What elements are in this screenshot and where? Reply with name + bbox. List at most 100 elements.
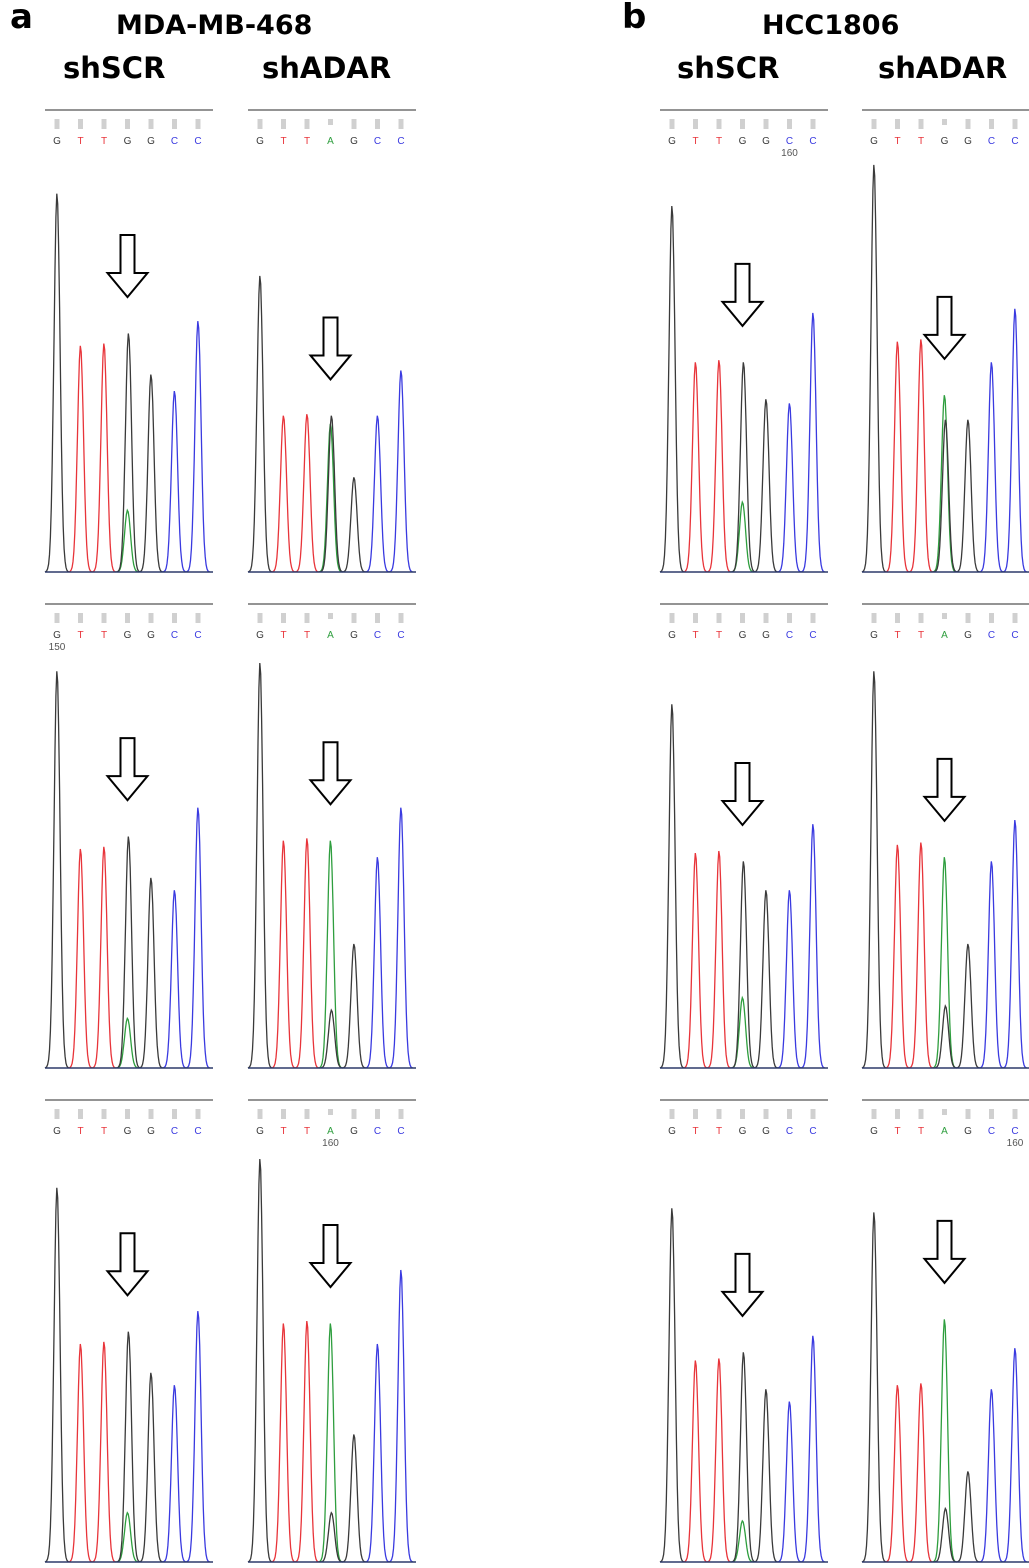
base-call: G	[739, 630, 747, 641]
trace-peak	[341, 943, 366, 1069]
base-call: G	[739, 1126, 747, 1137]
base-call: C	[809, 630, 816, 641]
trace-peak	[271, 1323, 296, 1563]
base-call: T	[77, 136, 83, 147]
trace-peak	[365, 415, 390, 573]
trace-peak	[91, 1341, 116, 1563]
trace-peak	[319, 1008, 344, 1069]
trace-peak	[138, 877, 163, 1069]
base-call: T	[894, 136, 900, 147]
trace-peak	[932, 857, 957, 1069]
base-call: G	[964, 1126, 972, 1137]
quality-bar	[351, 119, 357, 129]
base-call: G	[53, 136, 61, 147]
quality-bar	[989, 613, 994, 623]
trace-peak	[162, 1385, 187, 1563]
trace-peak	[91, 846, 116, 1069]
quality-bar	[740, 1109, 745, 1119]
quality-bar	[810, 119, 816, 129]
quality-bar	[895, 1109, 900, 1119]
quality-bar	[810, 613, 816, 623]
base-call: G	[964, 630, 972, 641]
quality-bar	[763, 1109, 769, 1119]
trace-peak	[979, 861, 1004, 1069]
trace-peak	[800, 824, 825, 1069]
base-call: T	[101, 136, 107, 147]
quality-bar	[740, 613, 745, 623]
trace-peak	[115, 1016, 140, 1069]
quality-bar	[328, 613, 333, 619]
quality-bar	[257, 1109, 263, 1119]
base-call: G	[53, 630, 61, 641]
quality-bar	[871, 119, 877, 129]
base-call: A	[941, 630, 948, 641]
quality-bar	[54, 613, 60, 623]
trace-peak	[955, 943, 980, 1069]
trace-peak	[162, 890, 187, 1069]
trace-peak	[932, 1319, 957, 1563]
quality-bar	[918, 613, 924, 623]
quality-bar	[125, 613, 130, 623]
position-label: 150	[49, 642, 66, 653]
down-arrow-icon	[105, 234, 150, 299]
trace-peak	[185, 321, 210, 573]
quality-bar	[78, 1109, 83, 1119]
base-call: C	[988, 136, 995, 147]
trace-panel-a-shSCR-row2: G T T G G C C 150	[44, 603, 213, 1069]
trace-peak	[138, 1372, 163, 1563]
base-call: C	[786, 630, 793, 641]
panel-b-column-shscr: shSCR	[677, 51, 780, 85]
quality-bar	[281, 613, 286, 623]
base-call: T	[918, 630, 924, 641]
quality-bar	[942, 1109, 947, 1115]
trace-peak	[777, 403, 802, 573]
down-arrow-icon	[308, 741, 353, 806]
base-call: G	[870, 136, 878, 147]
quality-bar	[693, 119, 698, 129]
quality-bar	[398, 119, 404, 129]
trace-peak	[247, 275, 272, 573]
base-call: T	[716, 136, 722, 147]
trace-peak	[271, 415, 296, 573]
base-call: A	[327, 136, 334, 147]
quality-bar	[398, 613, 404, 623]
quality-bar	[918, 119, 924, 129]
down-arrow-icon	[308, 1224, 353, 1289]
base-call: T	[280, 630, 286, 641]
quality-bar	[304, 1109, 310, 1119]
quality-bar	[148, 1109, 154, 1119]
trace-peak	[659, 704, 684, 1069]
base-call: G	[870, 1126, 878, 1137]
trace-peak	[979, 1389, 1004, 1563]
quality-bar	[716, 119, 722, 129]
base-call: C	[374, 1126, 381, 1137]
trace-peak	[885, 1385, 910, 1563]
trace-peak	[115, 508, 140, 573]
trace-peak	[908, 339, 933, 573]
trace-peak	[800, 312, 825, 573]
base-call: T	[280, 136, 286, 147]
base-call: T	[304, 630, 310, 641]
base-call: G	[350, 136, 358, 147]
trace-peak	[932, 395, 957, 573]
trace-peak	[294, 1321, 319, 1563]
quality-bar	[1012, 613, 1018, 623]
base-call: T	[918, 1126, 924, 1137]
base-call: T	[716, 1126, 722, 1137]
trace-peak	[91, 343, 116, 573]
quality-bar	[965, 613, 971, 623]
quality-bar	[693, 613, 698, 623]
quality-bar	[257, 119, 263, 129]
base-call: C	[1011, 630, 1018, 641]
trace-peak	[318, 1323, 343, 1563]
trace-peak	[861, 1212, 886, 1563]
quality-bar	[1012, 119, 1018, 129]
trace-peak	[68, 848, 93, 1069]
quality-bar	[54, 1109, 60, 1119]
quality-bar	[172, 1109, 177, 1119]
base-call: T	[280, 1126, 286, 1137]
